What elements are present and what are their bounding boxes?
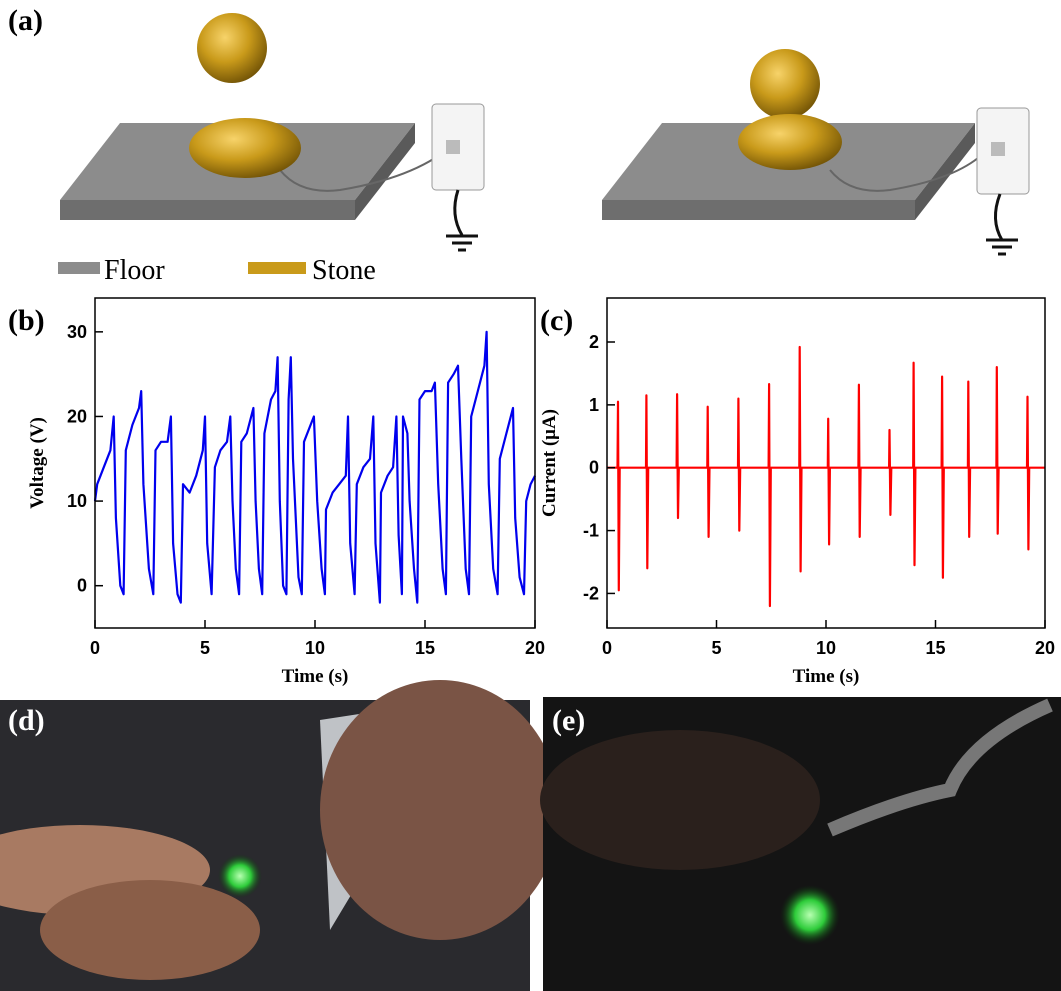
plot-frame [606, 297, 1046, 629]
x-tick-label: 0 [90, 638, 100, 658]
x-tick-label: 5 [200, 638, 210, 658]
illustration-right [602, 49, 1030, 256]
y-axis-label: Current (μA) [539, 409, 560, 517]
panel-label: (e) [552, 704, 585, 737]
panel-label: (c) [540, 304, 573, 337]
illustration-left [60, 13, 485, 252]
y-tick-label: 1 [589, 395, 599, 415]
x-tick-label: 5 [711, 638, 721, 658]
panel-label: (a) [8, 4, 43, 37]
x-axis-label: Time (s) [282, 666, 349, 687]
data-line [93, 330, 536, 604]
y-tick-label: 0 [77, 576, 87, 596]
legend-swatch [58, 262, 100, 274]
x-tick-label: 10 [816, 638, 836, 658]
y-tick-label: 0 [589, 458, 599, 478]
panel-label: (b) [8, 304, 45, 337]
y-tick-label: 10 [67, 491, 87, 511]
y-axis-label: Voltage (V) [27, 417, 48, 509]
y-tick-label: -2 [583, 583, 599, 603]
x-tick-label: 0 [602, 638, 612, 658]
x-tick-label: 15 [925, 638, 945, 658]
legend-label: Floor [104, 255, 165, 286]
y-tick-label: 30 [67, 322, 87, 342]
photo-d [0, 680, 560, 991]
x-tick-label: 20 [525, 638, 545, 658]
x-tick-label: 20 [1035, 638, 1055, 658]
legend-swatch [248, 262, 306, 274]
panel-label: (d) [8, 704, 45, 737]
x-tick-label: 15 [415, 638, 435, 658]
data-line [607, 345, 1045, 608]
y-tick-label: -1 [583, 521, 599, 541]
y-tick-label: 2 [589, 332, 599, 352]
x-axis-label: Time (s) [793, 666, 860, 687]
photo-e [540, 697, 1061, 991]
x-tick-label: 10 [305, 638, 325, 658]
y-tick-label: 20 [67, 406, 87, 426]
legend-label: Stone [312, 255, 376, 286]
